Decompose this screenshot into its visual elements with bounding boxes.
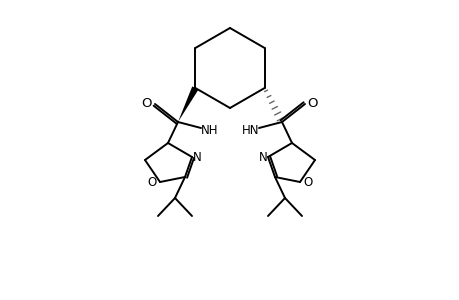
Text: O: O bbox=[303, 176, 312, 190]
Text: O: O bbox=[141, 97, 152, 110]
Text: O: O bbox=[307, 97, 318, 110]
Polygon shape bbox=[178, 86, 198, 122]
Text: HN: HN bbox=[242, 124, 259, 136]
Text: O: O bbox=[147, 176, 156, 190]
Text: N: N bbox=[192, 151, 201, 164]
Text: NH: NH bbox=[201, 124, 218, 136]
Text: N: N bbox=[258, 151, 267, 164]
